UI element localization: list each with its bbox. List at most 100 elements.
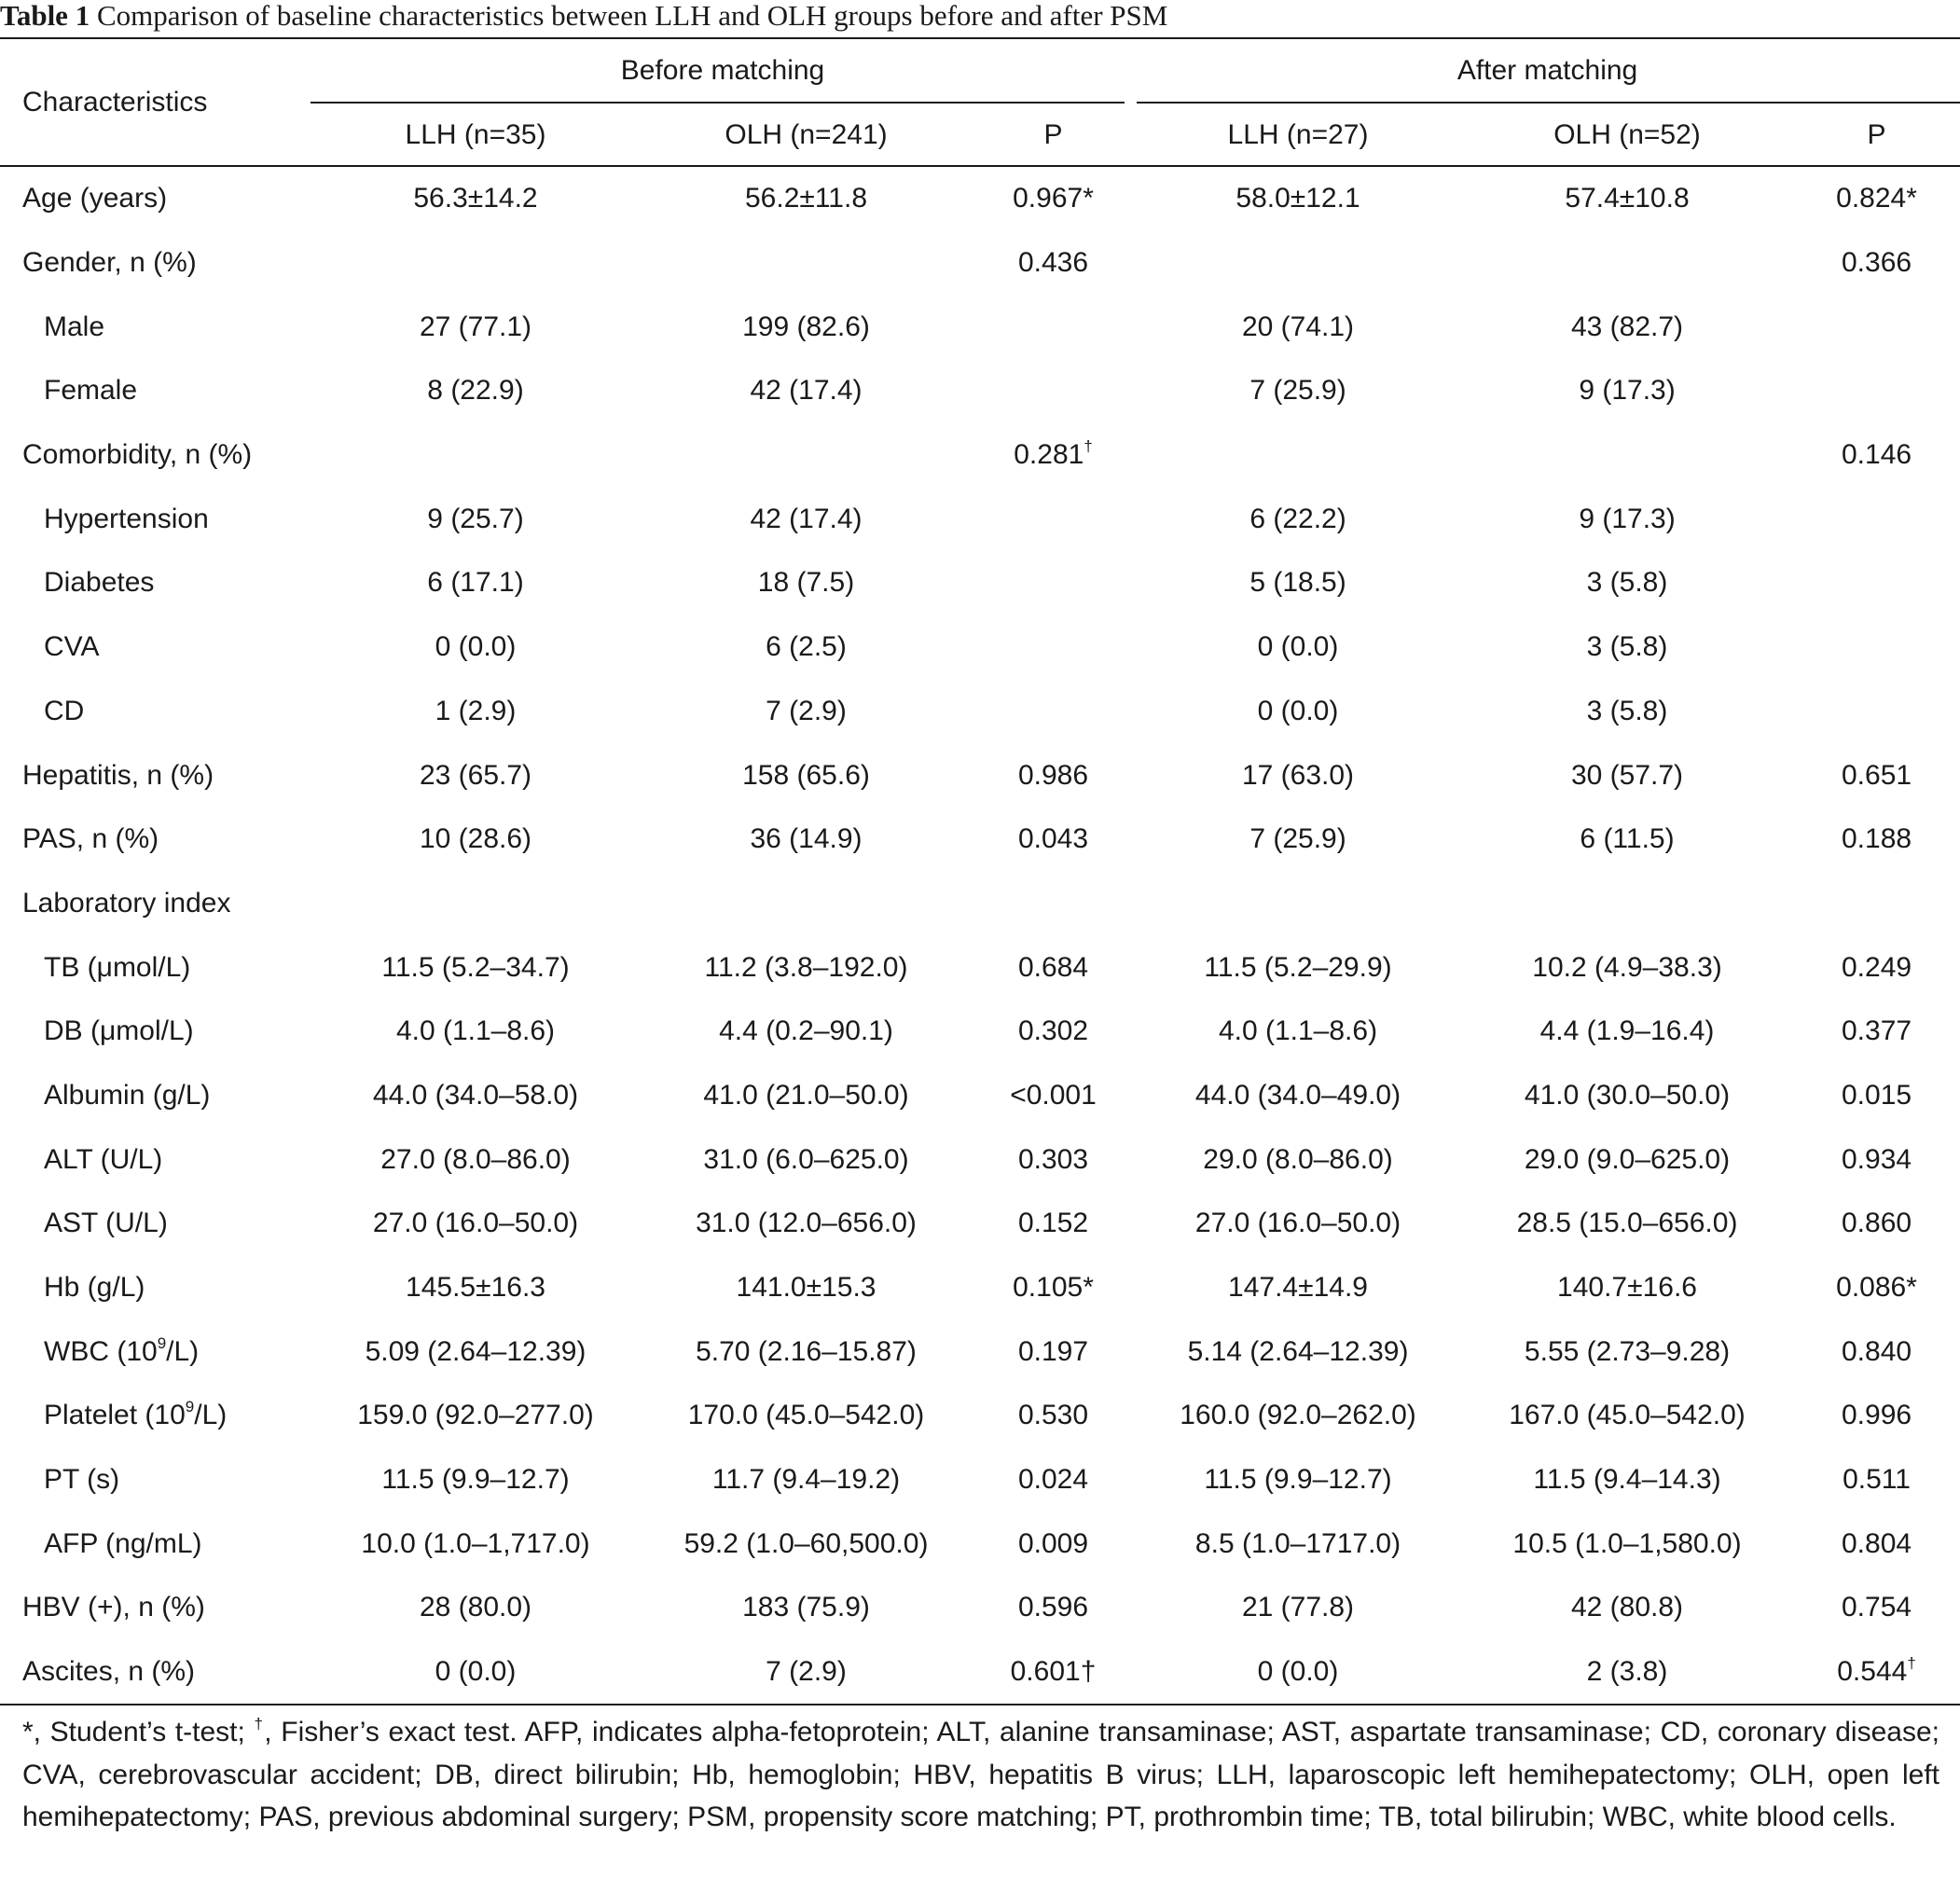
cell-p-after: 0.934 (1841, 1143, 1912, 1175)
cell-llh-after: 0 (0.0) (1257, 695, 1339, 726)
header-before-matching: Before matching (620, 55, 825, 86)
cell-olh-after: 41.0 (30.0–50.0) (1524, 1079, 1731, 1111)
header-p-before: P (1043, 119, 1063, 150)
table-row: Albumin (g/L) 44.0 (34.0–58.0) 41.0 (21.0–… (0, 1064, 1960, 1128)
cell-olh-before (641, 231, 972, 296)
cell-olh-before: 31.0 (6.0–625.0) (703, 1143, 909, 1175)
header-characteristics: Characteristics (22, 87, 208, 117)
cell-p-before: 0.105* (1013, 1272, 1094, 1304)
cell-llh-before: 11.5 (5.2–34.7) (381, 951, 570, 983)
cell-p-after: 0.996 (1841, 1400, 1912, 1431)
cell-llh-after: 29.0 (8.0–86.0) (1203, 1143, 1393, 1175)
cell-olh-before: 170.0 (45.0–542.0) (687, 1400, 925, 1431)
header-after-matching: After matching (1456, 55, 1638, 86)
table-row: Male 27 (77.1) 199 (82.6) 20 (74.1) 43 (82.7… (0, 295, 1960, 359)
cell-llh-before: 1 (2.9) (435, 695, 517, 726)
row-label: DB (μmol/L) (44, 1015, 194, 1047)
row-label: ALT (U/L) (44, 1143, 163, 1175)
cell-llh-before: 159.0 (92.0–277.0) (357, 1400, 594, 1431)
cell-olh-before (641, 872, 972, 936)
cell-p-after: 0.249 (1841, 951, 1912, 983)
cell-llh-after: 0 (0.0) (1257, 631, 1339, 663)
row-label: Platelet (109/L) (44, 1398, 228, 1431)
cell-olh-after: 57.4±10.8 (1565, 183, 1690, 214)
cell-llh-before: 27 (77.1) (419, 311, 532, 342)
cell-p-before: 0.530 (1017, 1400, 1089, 1431)
cell-olh-after: 3 (5.8) (1586, 567, 1668, 599)
cell-llh-before: 5.09 (2.64–12.39) (365, 1335, 587, 1367)
header-bottom-rule (0, 165, 1960, 167)
cell-llh-after (1135, 872, 1461, 936)
cell-olh-after: 140.7±16.6 (1557, 1272, 1697, 1304)
row-label: Male (44, 311, 105, 342)
row-label: Female (44, 375, 138, 407)
cell-p-after: 0.804 (1841, 1527, 1912, 1559)
baseline-table: Characteristics Before matching After ma… (0, 38, 1960, 1705)
cell-olh-after: 30 (57.7) (1570, 759, 1684, 791)
cell-p-after (1793, 615, 1960, 680)
cell-p-before: 0.596 (1017, 1592, 1089, 1623)
table-title: Comparison of baseline characteristics b… (96, 0, 1168, 32)
cell-p-after: 0.146 (1841, 439, 1912, 471)
cell-p-after: 0.015 (1841, 1079, 1912, 1111)
cell-olh-before: 41.0 (21.0–50.0) (703, 1079, 909, 1111)
cell-olh-before: 141.0±15.3 (736, 1272, 876, 1304)
cell-p-before: 0.436 (1017, 247, 1089, 279)
row-label: Ascites, n (%) (22, 1656, 196, 1688)
cell-p-before (972, 487, 1135, 551)
cell-llh-before: 145.5±16.3 (406, 1272, 545, 1304)
cell-olh-after: 43 (82.7) (1570, 311, 1684, 342)
cell-olh-before: 36 (14.9) (750, 823, 863, 855)
table-row: HBV (+), n (%) 28 (80.0) 183 (75.9) 0.596 21… (0, 1576, 1960, 1640)
table-row: Comorbidity, n (%) 0.281† 0.146 (0, 423, 1960, 488)
cell-llh-after: 11.5 (9.9–12.7) (1204, 1464, 1392, 1496)
cell-olh-after: 3 (5.8) (1586, 695, 1668, 726)
table-row: WBC (109/L) 5.09 (2.64–12.39) 5.70 (2.16–1… (0, 1319, 1960, 1384)
cell-olh-after: 10.5 (1.0–1,580.0) (1512, 1527, 1742, 1559)
group-rule-after (1137, 102, 1960, 104)
cell-olh-after: 10.2 (4.9–38.3) (1532, 951, 1722, 983)
cell-olh-before: 31.0 (12.0–656.0) (696, 1208, 917, 1239)
cell-p-after: 0.188 (1841, 823, 1912, 855)
table-row: Gender, n (%) 0.436 0.366 (0, 231, 1960, 296)
row-label: PAS, n (%) (22, 823, 159, 855)
cell-p-before (972, 295, 1135, 359)
table-row: AFP (ng/mL) 10.0 (1.0–1,717.0) 59.2 (1.0–6… (0, 1512, 1960, 1576)
cell-p-after: 0.511 (1843, 1464, 1911, 1496)
table-row: Hb (g/L) 145.5±16.3 141.0±15.3 0.105* 147.4±… (0, 1256, 1960, 1320)
cell-p-before: 0.967* (1013, 183, 1094, 214)
cell-llh-before: 4.0 (1.1–8.6) (395, 1015, 556, 1047)
header-row-columns: LLH (n=35) OLH (n=241) P LLH (n=27) OLH … (0, 104, 1960, 167)
cell-p-after: 0.086* (1836, 1272, 1917, 1304)
cell-olh-after: 3 (5.8) (1586, 631, 1668, 663)
cell-p-after (1793, 487, 1960, 551)
header-row-groups: Characteristics Before matching After ma… (0, 38, 1960, 117)
row-label: TB (μmol/L) (44, 951, 191, 983)
cell-olh-before: 183 (75.9) (742, 1592, 870, 1623)
row-label: Laboratory index (22, 887, 231, 918)
cell-p-before: 0.601† (1010, 1656, 1097, 1688)
table-bottom-rule (0, 1704, 1960, 1705)
cell-olh-before: 42 (17.4) (750, 375, 863, 407)
cell-llh-before: 28 (80.0) (419, 1592, 532, 1623)
cell-olh-after: 29.0 (9.0–625.0) (1524, 1143, 1731, 1175)
cell-olh-after (1461, 231, 1793, 296)
cell-p-after: 0.754 (1841, 1592, 1912, 1623)
row-label: AFP (ng/mL) (44, 1527, 202, 1559)
cell-llh-before: 0 (0.0) (435, 631, 517, 663)
table-footnote: *, Student’s t-test; †, Fisher’s exact t… (22, 1715, 1939, 1832)
cell-llh-after: 4.0 (1.1–8.6) (1218, 1015, 1378, 1047)
cell-llh-after (1135, 423, 1461, 488)
cell-p-before (972, 872, 1135, 936)
cell-olh-before: 5.70 (2.16–15.87) (696, 1335, 917, 1367)
cell-p-after (1793, 872, 1960, 936)
cell-p-before: 0.986 (1017, 759, 1089, 791)
cell-llh-before: 27.0 (16.0–50.0) (372, 1208, 579, 1239)
table-label: Table 1 (0, 0, 90, 32)
cell-p-after (1793, 551, 1960, 615)
cell-olh-after: 167.0 (45.0–542.0) (1509, 1400, 1746, 1431)
cell-olh-before: 18 (7.5) (757, 567, 855, 599)
row-label: Diabetes (44, 567, 155, 599)
cell-llh-after (1135, 231, 1461, 296)
cell-olh-before: 7 (2.9) (766, 1656, 847, 1688)
